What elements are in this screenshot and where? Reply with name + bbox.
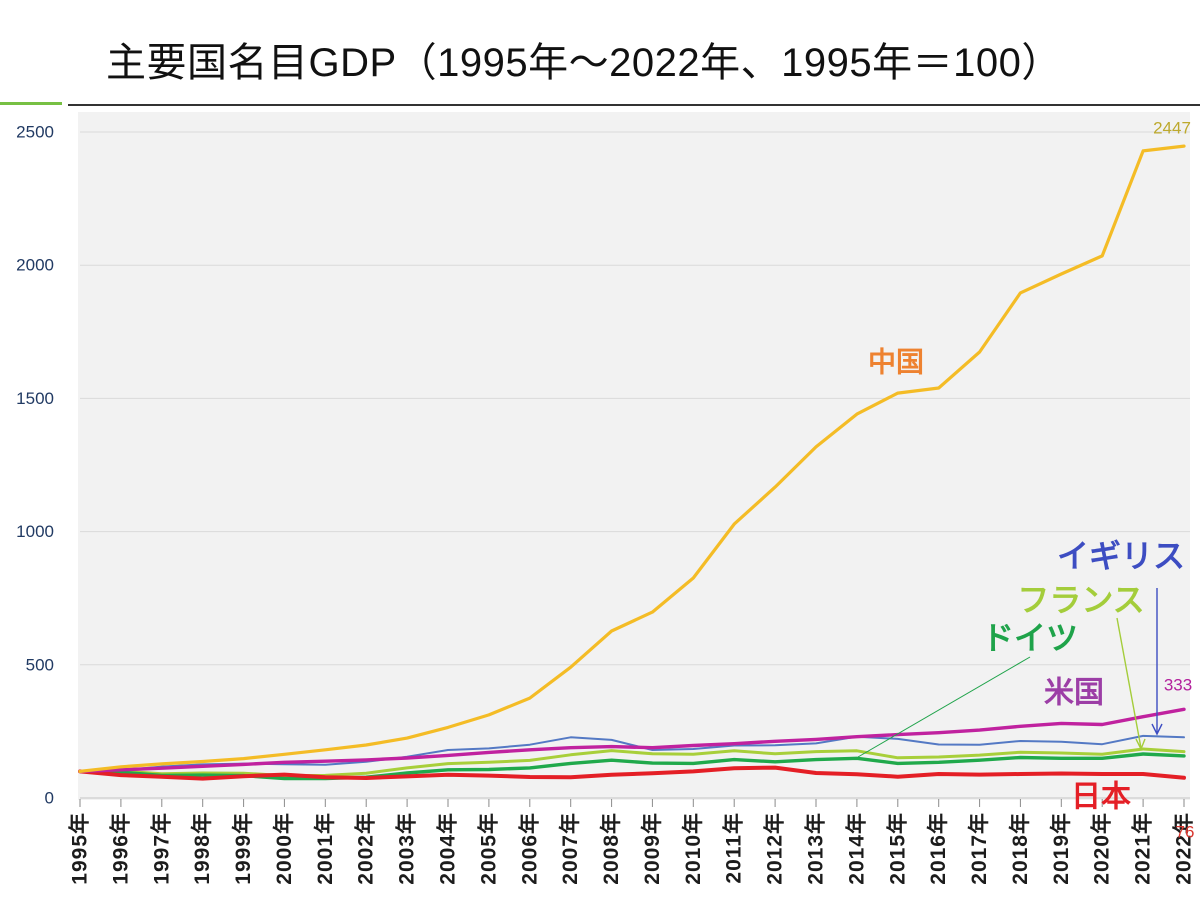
x-tick-label: 2010年	[681, 812, 705, 885]
x-tick-label: 2017年	[967, 812, 991, 885]
y-axis: 0 500 1000 1500 2000 2500	[16, 123, 54, 808]
y-tick-label: 500	[26, 655, 54, 674]
series-label-japan: 日本	[1071, 781, 1131, 814]
x-tick-label: 2003年	[395, 812, 419, 885]
x-tick-label: 2009年	[640, 812, 664, 885]
x-axis: 1995年 1996年 1997年 1998年 1999年 2000年 2001年 2002年…	[68, 799, 1196, 885]
plot-area	[78, 112, 1190, 800]
x-tick-label: 1999年	[231, 812, 255, 885]
series-label-germany: ドイツ	[982, 620, 1078, 656]
chart-title: 主要国名目GDP（1995年～2022年、1995年＝100）	[106, 41, 1062, 85]
x-tick-label: 2020年	[1090, 812, 1114, 885]
x-tick-label: 2022年	[1172, 812, 1196, 885]
x-tick-label: 2019年	[1049, 812, 1073, 885]
x-tick-label: 2015年	[885, 812, 909, 885]
x-tick-label: 2011年	[722, 812, 746, 884]
x-tick-label: 2007年	[558, 812, 582, 885]
x-tick-label: 2018年	[1008, 812, 1032, 885]
series-line-usa	[78, 707, 1186, 774]
y-tick-label: 2500	[16, 123, 54, 142]
x-tick-label: 2013年	[804, 812, 828, 885]
x-tick-label: 2014年	[844, 812, 868, 885]
series-label-china: 中国	[868, 347, 924, 378]
x-tick-label: 2008年	[599, 812, 623, 885]
x-tick-label: 2001年	[313, 812, 337, 885]
data-label-usa: 333	[1164, 676, 1192, 695]
x-tick-label: 2012年	[763, 812, 787, 885]
x-tick-label: 2002年	[354, 812, 378, 885]
x-tick-label: 2006年	[517, 812, 541, 885]
y-tick-label: 0	[45, 789, 54, 808]
x-tick-label: 2000年	[272, 812, 296, 885]
leader-line-germany	[857, 656, 1031, 758]
data-label-japan: 76	[1176, 823, 1195, 842]
series-lines	[78, 144, 1186, 781]
x-tick-label: 1997年	[149, 812, 173, 885]
series-line-china	[78, 144, 1186, 774]
leader-line-france	[1116, 617, 1142, 749]
gridlines	[80, 131, 1190, 799]
title-rule	[68, 104, 1200, 106]
x-tick-label: 1996年	[108, 812, 132, 885]
series-label-usa: 米国	[1044, 677, 1104, 710]
x-tick-label: 2004年	[436, 812, 460, 885]
x-tick-label: 1998年	[190, 812, 214, 885]
data-label-china: 2447	[1153, 119, 1191, 138]
series-line-japan	[78, 765, 1186, 781]
x-tick-label: 2021年	[1131, 812, 1155, 885]
y-tick-label: 1500	[16, 389, 54, 408]
leader-lines	[857, 588, 1163, 758]
series-label-uk: イギリス	[1057, 538, 1185, 574]
y-tick-label: 2000	[16, 256, 54, 275]
y-tick-label: 1000	[16, 522, 54, 541]
title-rule-accent	[0, 102, 62, 105]
leader-arrowhead-uk	[1151, 723, 1163, 736]
leader-arrowhead-france	[1135, 738, 1146, 751]
series-label-france: フランス	[1017, 582, 1144, 618]
x-tick-label: 1995年	[68, 812, 92, 885]
x-tick-label: 2005年	[476, 812, 500, 885]
x-tick-label: 2016年	[926, 812, 950, 885]
